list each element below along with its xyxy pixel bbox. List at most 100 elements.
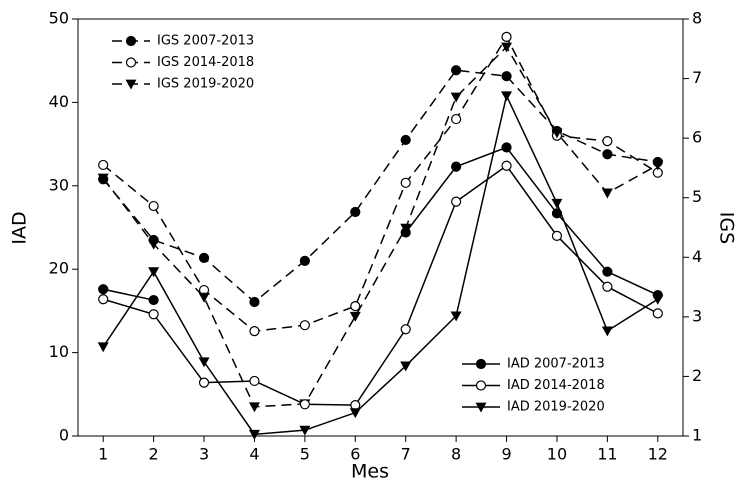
y-tick-label: 50: [49, 9, 69, 28]
y-axis-label: IAD: [9, 211, 31, 244]
marker: [601, 326, 613, 337]
marker: [248, 429, 260, 440]
marker: [601, 188, 613, 199]
legend-marker: [125, 35, 137, 47]
x-tick-label: 10: [547, 445, 567, 464]
series-line: [102, 164, 659, 406]
y2-axis-label: IGS: [716, 212, 738, 244]
marker: [451, 196, 462, 207]
marker: [248, 402, 260, 413]
x-tick-label: 2: [149, 445, 159, 464]
marker: [451, 161, 462, 172]
series-line: [103, 288, 154, 301]
x-tick-label: 12: [648, 445, 668, 464]
marker: [148, 309, 159, 320]
y2-tick-label: 1: [692, 426, 702, 445]
y2-tick-label: 3: [692, 306, 702, 325]
marker: [551, 128, 563, 139]
x-tick-label: 6: [350, 445, 360, 464]
series-line: [102, 35, 659, 332]
marker: [652, 294, 664, 305]
legend-label: IGS 2014-2018: [157, 55, 254, 70]
x-tick-label: 3: [199, 445, 209, 464]
marker: [349, 408, 361, 419]
legend-label: IAD 2007-2013: [507, 357, 605, 372]
marker: [450, 92, 462, 103]
x-tick-label: 4: [249, 445, 259, 464]
plot-frame: [77, 18, 684, 437]
marker: [501, 160, 512, 171]
x-tick-label: 5: [300, 445, 310, 464]
legend-marker: [475, 358, 487, 370]
marker: [148, 294, 159, 306]
y-tick-label: 0: [59, 426, 69, 445]
marker: [602, 136, 613, 147]
marker: [400, 227, 411, 238]
marker: [249, 326, 260, 337]
marker: [501, 31, 512, 42]
marker: [400, 177, 411, 188]
marker: [98, 294, 109, 305]
series-line: [405, 146, 659, 296]
marker: [299, 320, 310, 331]
marker: [97, 342, 109, 353]
legend-marker: [125, 57, 137, 68]
legend-marker: [475, 380, 487, 391]
legend-label: IGS 2007-2013: [157, 34, 254, 49]
marker: [249, 375, 260, 387]
y2-tick-label: 6: [692, 128, 702, 147]
marker: [198, 252, 210, 263]
marker: [198, 357, 210, 368]
y2-tick-label: 7: [692, 68, 702, 87]
legend-label: IAD 2019-2020: [507, 400, 605, 415]
y2-tick-label: 8: [692, 9, 702, 28]
y2-tick-label: 5: [692, 187, 702, 206]
marker: [98, 284, 109, 295]
series-line: [102, 93, 659, 436]
y-tick-label: 10: [49, 342, 69, 361]
marker: [350, 206, 361, 218]
marker: [652, 160, 664, 171]
marker: [350, 301, 361, 312]
marker: [299, 255, 310, 266]
y-tick-label: 30: [49, 175, 69, 194]
x-axis-label: Mes: [351, 461, 389, 483]
x-tick-label: 7: [401, 445, 411, 464]
marker: [451, 113, 462, 125]
marker: [400, 134, 411, 146]
x-tick-label: 8: [451, 445, 461, 464]
marker: [602, 266, 613, 277]
marker: [450, 311, 462, 322]
marker: [501, 71, 512, 82]
legend-label: IGS 2019-2020: [157, 77, 254, 92]
marker: [98, 159, 109, 171]
marker: [148, 239, 160, 250]
marker: [602, 281, 613, 292]
y-tick-label: 40: [49, 92, 69, 111]
marker: [551, 198, 563, 209]
legend-marker: [125, 79, 137, 90]
marker: [400, 324, 411, 335]
legend-marker: [475, 402, 487, 413]
y2-tick-label: 2: [692, 366, 702, 385]
marker: [299, 425, 311, 436]
y2-tick-label: 4: [692, 247, 702, 266]
marker: [148, 267, 160, 278]
marker: [501, 91, 513, 102]
marker: [249, 296, 260, 308]
marker: [501, 142, 512, 153]
x-tick-label: 11: [597, 445, 617, 464]
marker: [97, 173, 109, 184]
marker: [602, 149, 613, 160]
series-line: [102, 45, 659, 408]
marker: [551, 230, 563, 241]
y-tick-label: 20: [49, 259, 69, 278]
x-tick-label: 1: [98, 445, 108, 464]
marker: [198, 292, 210, 303]
marker: [400, 361, 412, 372]
series-line: [102, 69, 658, 303]
marker: [148, 200, 159, 212]
marker: [299, 399, 310, 410]
marker: [652, 308, 663, 319]
